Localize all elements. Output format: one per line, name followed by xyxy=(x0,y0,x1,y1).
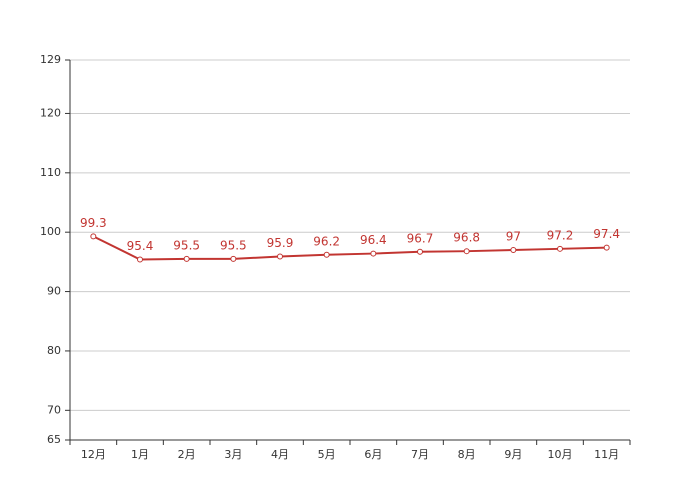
y-tick-label: 65 xyxy=(47,433,61,446)
data-point xyxy=(183,255,190,262)
y-tick-label: 70 xyxy=(47,403,61,416)
data-point xyxy=(510,247,517,253)
data-label: 97 xyxy=(506,230,521,244)
data-point xyxy=(603,244,610,251)
data-point xyxy=(463,248,470,255)
data-label: 97.4 xyxy=(593,227,620,241)
y-tick-label: 129 xyxy=(40,53,61,66)
data-point xyxy=(90,233,97,240)
data-label: 96.7 xyxy=(407,231,434,245)
data-label: 96.4 xyxy=(360,233,387,247)
x-tick-label: 1月 xyxy=(131,448,149,461)
x-tick-label: 6月 xyxy=(364,448,382,461)
data-label: 95.4 xyxy=(127,239,154,253)
data-label: 95.9 xyxy=(267,236,294,250)
data-label: 97.2 xyxy=(547,228,574,242)
data-point xyxy=(230,255,237,262)
x-tick-label: 12月 xyxy=(81,448,106,461)
data-label: 95.5 xyxy=(173,238,200,252)
x-tick-label: 3月 xyxy=(224,448,242,461)
data-point xyxy=(557,245,563,252)
data-point xyxy=(370,250,377,257)
x-tick-label: 10月 xyxy=(548,448,573,461)
data-point xyxy=(137,256,143,263)
data-point xyxy=(277,253,283,260)
data-label: 96.8 xyxy=(453,231,480,245)
x-tick-label: 7月 xyxy=(411,448,429,461)
y-tick-label: 100 xyxy=(40,225,61,238)
y-tick-label: 110 xyxy=(40,166,61,179)
data-point xyxy=(323,251,330,258)
data-point xyxy=(417,248,423,255)
x-tick-label: 5月 xyxy=(318,448,336,461)
x-tick-label: 11月 xyxy=(594,448,619,461)
y-tick-label: 80 xyxy=(47,344,61,357)
data-label: 96.2 xyxy=(313,234,340,248)
data-label: 99.3 xyxy=(80,216,107,230)
x-tick-label: 4月 xyxy=(271,448,289,461)
data-label: 95.5 xyxy=(220,238,247,252)
x-tick-label: 2月 xyxy=(178,448,196,461)
x-tick-label: 9月 xyxy=(504,448,522,461)
y-tick-label: 90 xyxy=(47,285,61,298)
x-tick-label: 8月 xyxy=(458,448,476,461)
y-tick-label: 120 xyxy=(40,106,61,119)
series-line xyxy=(92,235,607,261)
